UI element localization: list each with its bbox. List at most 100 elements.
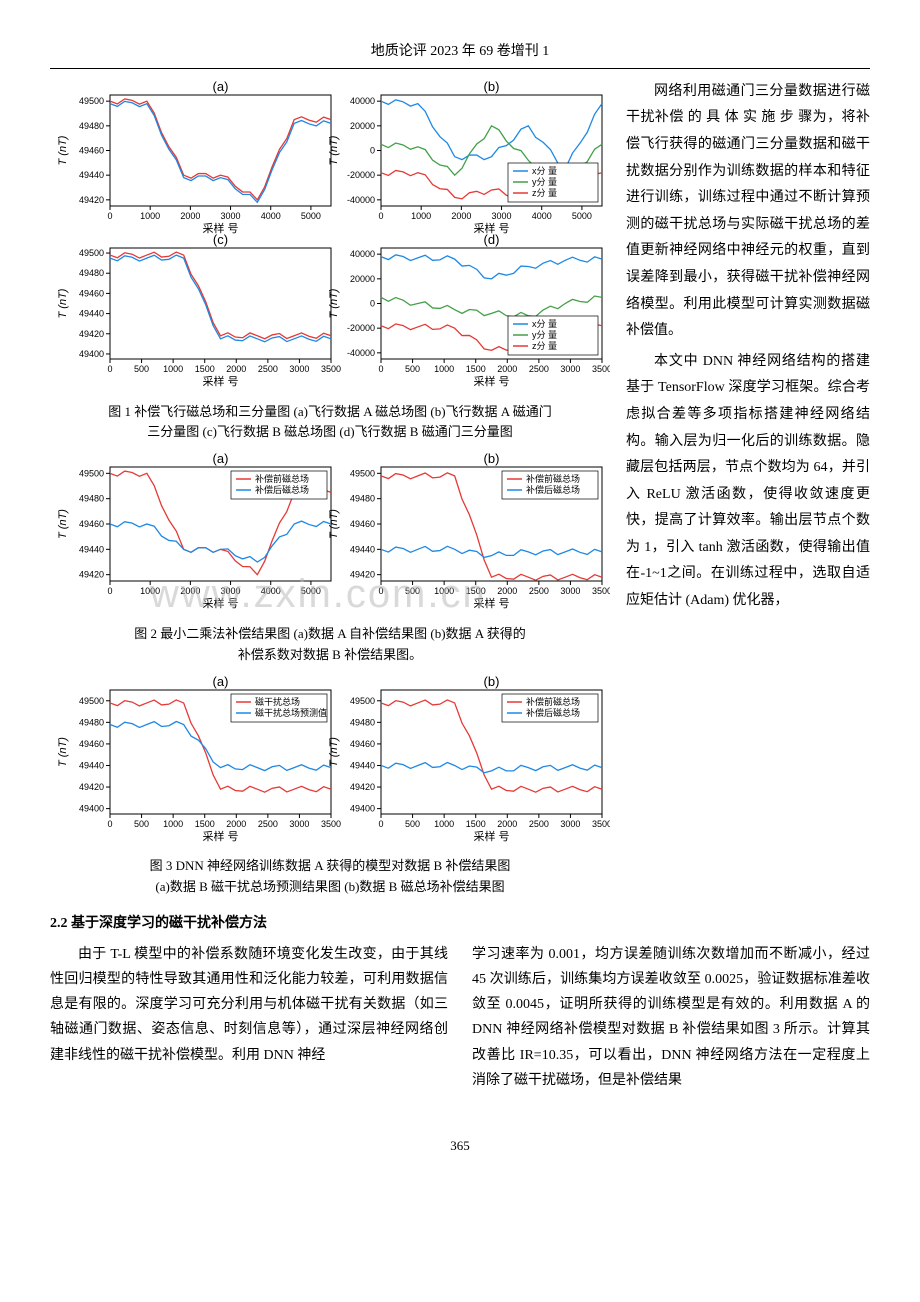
svg-text:1000: 1000 — [140, 586, 160, 596]
svg-text:49420: 49420 — [350, 570, 375, 580]
svg-text:采样 号: 采样 号 — [202, 596, 238, 610]
svg-text:1500: 1500 — [466, 364, 486, 374]
svg-text:2000: 2000 — [497, 586, 517, 596]
svg-text:49480: 49480 — [350, 717, 375, 727]
svg-text:500: 500 — [134, 819, 149, 829]
svg-text:500: 500 — [405, 364, 420, 374]
fig1-caption-line2: 三分量图 (c)飞行数据 B 磁总场图 (d)飞行数据 B 磁通门三分量图 — [147, 424, 512, 439]
svg-text:2000: 2000 — [180, 211, 200, 221]
svg-text:49500: 49500 — [79, 248, 104, 258]
svg-text:采样 号: 采样 号 — [202, 829, 238, 843]
svg-text:0: 0 — [378, 586, 383, 596]
svg-text:x分 量: x分 量 — [532, 166, 557, 176]
fig2-caption: 图 2 最小二乘法补偿结果图 (a)数据 A 自补偿结果图 (b)数据 A 获得… — [50, 624, 610, 666]
svg-text:5000: 5000 — [572, 211, 592, 221]
svg-text:(a): (a) — [213, 451, 229, 466]
svg-text:3000: 3000 — [492, 211, 512, 221]
svg-text:补偿后磁总场: 补偿后磁总场 — [526, 484, 580, 495]
svg-text:1000: 1000 — [434, 586, 454, 596]
svg-text:1000: 1000 — [434, 364, 454, 374]
svg-text:2000: 2000 — [451, 211, 471, 221]
svg-text:3500: 3500 — [321, 819, 341, 829]
svg-text:(a): (a) — [213, 79, 229, 94]
bottom-two-columns: 由于 T-L 模型中的补偿系数随环境变化发生改变，由于其线性回归模型的特性导致其… — [50, 942, 870, 1095]
svg-text:2000: 2000 — [497, 364, 517, 374]
svg-text:49480: 49480 — [350, 494, 375, 504]
page-number: 365 — [50, 1135, 870, 1157]
svg-text:补偿后磁总场: 补偿后磁总场 — [255, 484, 309, 495]
svg-text:49420: 49420 — [79, 570, 104, 580]
bottom-col-2-text: 学习速率为 0.001，均方误差随训练次数增加而不断减小，经过 45 次训练后，… — [472, 942, 870, 1093]
svg-text:0: 0 — [370, 298, 375, 308]
svg-text:3500: 3500 — [321, 364, 341, 374]
svg-text:49500: 49500 — [79, 695, 104, 705]
svg-text:49480: 49480 — [79, 268, 104, 278]
svg-text:采样 号: 采样 号 — [202, 374, 238, 388]
svg-text:49420: 49420 — [350, 782, 375, 792]
svg-text:40000: 40000 — [350, 96, 375, 106]
svg-text:4000: 4000 — [261, 586, 281, 596]
svg-text:1500: 1500 — [195, 364, 215, 374]
svg-text:补偿前磁总场: 补偿前磁总场 — [526, 473, 580, 484]
svg-text:2000: 2000 — [226, 819, 246, 829]
svg-text:5000: 5000 — [301, 586, 321, 596]
svg-text:1000: 1000 — [140, 211, 160, 221]
svg-text:49460: 49460 — [350, 519, 375, 529]
svg-text:T (nT): T (nT) — [57, 288, 69, 318]
svg-text:49460: 49460 — [79, 738, 104, 748]
svg-text:0: 0 — [107, 364, 112, 374]
svg-text:0: 0 — [378, 211, 383, 221]
svg-text:-40000: -40000 — [347, 348, 375, 358]
svg-text:49420: 49420 — [79, 329, 104, 339]
page: 地质论评 2023 年 69 卷增刊 1 www.zxin.com.cn 494… — [0, 0, 920, 1197]
svg-text:T (nT): T (nT) — [57, 736, 69, 766]
svg-text:49440: 49440 — [79, 170, 104, 180]
svg-text:T (nT): T (nT) — [57, 135, 69, 165]
svg-text:49460: 49460 — [79, 145, 104, 155]
section-heading: 2.2 基于深度学习的磁干扰补偿方法 — [50, 912, 870, 936]
side-text-column: 网络利用磁通门三分量数据进行磁干扰补偿 的 具 体 实 施 步 骤为，将补偿飞行… — [626, 79, 870, 906]
svg-text:2000: 2000 — [497, 819, 517, 829]
svg-text:补偿前磁总场: 补偿前磁总场 — [526, 696, 580, 707]
svg-text:49440: 49440 — [350, 545, 375, 555]
svg-text:采样 号: 采样 号 — [473, 829, 509, 843]
svg-text:1000: 1000 — [411, 211, 431, 221]
svg-text:-20000: -20000 — [347, 170, 375, 180]
svg-text:1000: 1000 — [163, 364, 183, 374]
running-header: 地质论评 2023 年 69 卷增刊 1 — [50, 40, 870, 69]
svg-text:1500: 1500 — [466, 586, 486, 596]
figure-3: 4940049420494404946049480495000500100015… — [50, 674, 610, 844]
svg-text:1500: 1500 — [466, 819, 486, 829]
svg-text:2500: 2500 — [258, 364, 278, 374]
svg-text:0: 0 — [378, 364, 383, 374]
svg-text:5000: 5000 — [301, 211, 321, 221]
svg-text:0: 0 — [107, 211, 112, 221]
svg-text:(b): (b) — [484, 79, 500, 94]
svg-text:2500: 2500 — [529, 819, 549, 829]
svg-text:(b): (b) — [484, 674, 500, 689]
svg-text:49440: 49440 — [79, 545, 104, 555]
svg-text:z分 量: z分 量 — [532, 188, 557, 198]
svg-text:49460: 49460 — [79, 288, 104, 298]
svg-text:4000: 4000 — [261, 211, 281, 221]
svg-text:(a): (a) — [213, 674, 229, 689]
svg-text:3500: 3500 — [592, 364, 610, 374]
svg-text:x分 量: x分 量 — [532, 319, 557, 329]
svg-text:T (nT): T (nT) — [328, 736, 340, 766]
svg-text:(c): (c) — [213, 232, 228, 247]
fig3-caption-line1: 图 3 DNN 神经网络训练数据 A 获得的模型对数据 B 补偿结果图 — [150, 858, 511, 873]
svg-text:z分 量: z分 量 — [532, 341, 557, 351]
svg-text:49400: 49400 — [350, 803, 375, 813]
svg-text:49400: 49400 — [79, 349, 104, 359]
svg-text:补偿后磁总场: 补偿后磁总场 — [526, 707, 580, 718]
svg-text:49480: 49480 — [79, 494, 104, 504]
svg-text:3500: 3500 — [592, 819, 610, 829]
side-paragraph-1: 网络利用磁通门三分量数据进行磁干扰补偿 的 具 体 实 施 步 骤为，将补偿飞行… — [626, 79, 870, 345]
svg-text:49440: 49440 — [350, 760, 375, 770]
svg-text:20000: 20000 — [350, 274, 375, 284]
svg-text:500: 500 — [405, 586, 420, 596]
svg-text:3000: 3000 — [560, 364, 580, 374]
bottom-col-1: 由于 T-L 模型中的补偿系数随环境变化发生改变，由于其线性回归模型的特性导致其… — [50, 942, 448, 1095]
figure-2: 4942049440494604948049500010002000300040… — [50, 451, 610, 611]
svg-text:40000: 40000 — [350, 249, 375, 259]
